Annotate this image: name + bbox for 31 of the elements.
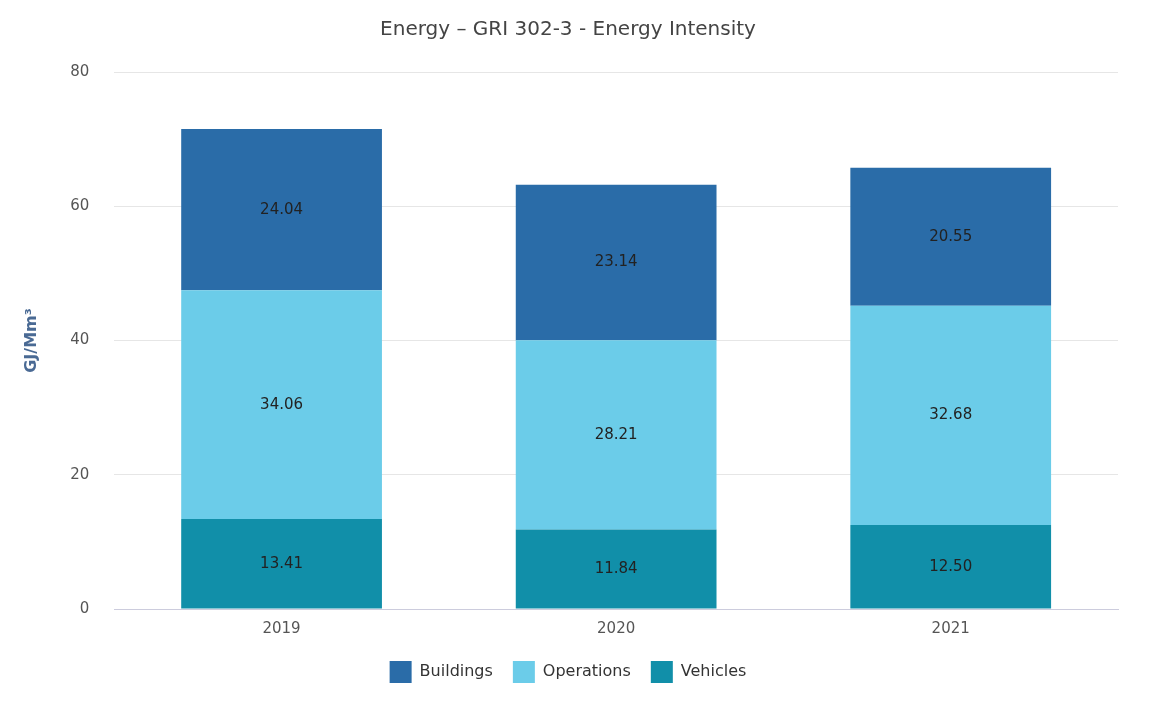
data-label: 24.04 xyxy=(260,199,304,218)
data-label: 34.06 xyxy=(260,394,304,413)
y-tick-label: 20 xyxy=(70,464,90,483)
data-label: 20.55 xyxy=(929,226,973,245)
data-label: 13.41 xyxy=(260,553,304,572)
legend-label: Operations xyxy=(542,661,631,681)
bar xyxy=(850,525,1052,609)
bar xyxy=(850,167,1052,306)
bar xyxy=(850,305,1052,526)
data-label: 11.84 xyxy=(594,558,638,577)
y-axis-title: GJ/Mm³ xyxy=(20,308,40,373)
data-label: 28.21 xyxy=(594,424,638,443)
bar xyxy=(181,518,382,609)
bar xyxy=(515,340,717,530)
bar xyxy=(515,184,717,341)
y-tick-label: 60 xyxy=(70,196,90,215)
data-label: 32.68 xyxy=(929,405,973,424)
bar xyxy=(181,128,382,291)
x-tick-label: 2019 xyxy=(262,618,301,637)
data-label: 23.14 xyxy=(594,252,638,271)
x-tick-label: 2020 xyxy=(597,618,636,637)
bar xyxy=(515,529,717,609)
y-tick-label: 0 xyxy=(79,598,90,617)
x-tick-label: 2021 xyxy=(931,618,970,637)
legend-label: Vehicles xyxy=(680,661,747,681)
legend-label: Buildings xyxy=(419,661,493,681)
y-tick-label: 40 xyxy=(70,330,90,349)
y-tick-label: 80 xyxy=(70,61,90,80)
data-label: 12.50 xyxy=(929,556,973,575)
bar xyxy=(181,290,382,519)
chart-title: Energy – GRI 302-3 - Energy Intensity xyxy=(380,16,757,41)
